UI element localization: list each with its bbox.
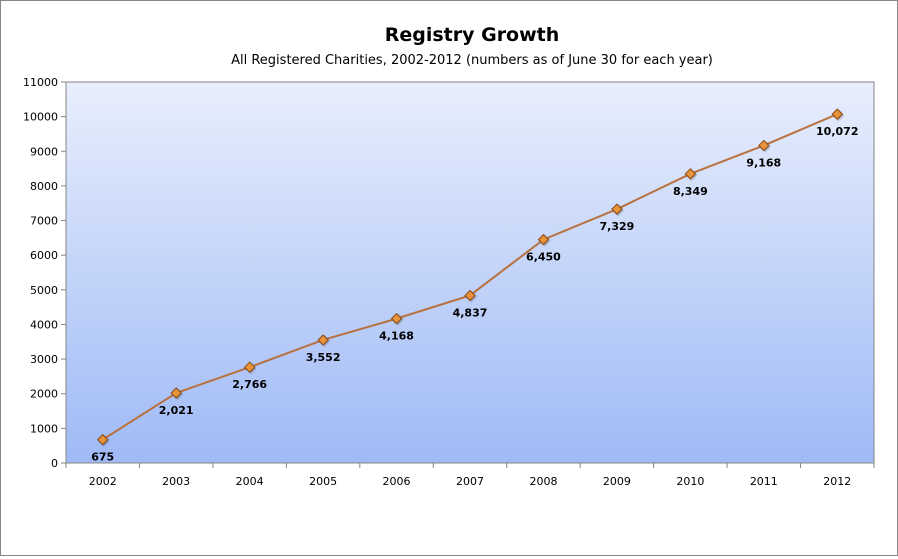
x-tick-label: 2010 (676, 475, 704, 488)
data-label: 2,021 (159, 404, 194, 417)
x-tick-label: 2008 (529, 475, 557, 488)
x-tick-label: 2011 (750, 475, 778, 488)
data-label: 10,072 (816, 125, 858, 138)
y-axis: 0 1000 2000 3000 4000 5000 6000 7000 8000 9000 100… (23, 76, 66, 470)
data-label: 3,552 (306, 351, 341, 364)
data-point-marker (243, 361, 256, 373)
x-tick-label: 2004 (236, 475, 264, 488)
y-tick-label: 4000 (30, 318, 58, 331)
chart-subtitle: All Registered Charities, 2002-2012 (num… (231, 53, 713, 68)
data-label: 6,450 (526, 251, 561, 264)
data-label: 8,349 (673, 185, 708, 198)
data-label: 4,168 (379, 330, 414, 343)
y-tick-label: 2000 (30, 388, 58, 401)
x-tick-label: 2002 (89, 475, 117, 488)
y-tick-label: 8000 (30, 180, 58, 193)
y-tick-label: 0 (51, 457, 58, 470)
x-tick-label: 2003 (162, 475, 190, 488)
series-layer: 675 2,021 2,766 3,552 4,168 4,837 6,450 7,329 8,… (91, 108, 858, 464)
y-tick-label: 6000 (30, 249, 58, 262)
data-label: 675 (91, 451, 114, 464)
x-tick-label: 2012 (823, 475, 851, 488)
data-point-marker (831, 108, 843, 120)
data-point-marker (317, 334, 329, 346)
data-point-marker (464, 289, 476, 302)
y-tick-label: 9000 (30, 145, 58, 158)
data-point-marker (97, 433, 109, 446)
y-tick-label: 11000 (23, 76, 58, 89)
chart-title: Registry Growth (385, 24, 560, 46)
data-label: 2,766 (232, 378, 267, 391)
data-point-marker (611, 203, 623, 215)
data-point-marker (758, 139, 770, 152)
y-tick-label: 3000 (30, 353, 58, 366)
data-label: 9,168 (746, 156, 781, 169)
x-axis: 2002 2003 2004 2005 2006 2007 2008 2009 2010 2011… (65, 463, 875, 488)
x-tick-label: 2007 (456, 475, 484, 488)
x-tick-label: 2006 (383, 475, 411, 488)
data-label: 4,837 (453, 306, 488, 319)
x-tick-label: 2005 (309, 475, 337, 488)
plot-area (65, 81, 875, 464)
data-point-marker (537, 233, 550, 246)
data-label: 7,329 (600, 220, 635, 233)
data-point-marker (390, 312, 403, 325)
y-tick-label: 10000 (23, 111, 58, 124)
data-point-marker (684, 168, 697, 180)
y-tick-label: 1000 (30, 422, 58, 435)
y-tick-label: 7000 (30, 215, 58, 228)
x-tick-label: 2009 (603, 475, 631, 488)
data-point-marker (170, 387, 182, 399)
y-tick-label: 5000 (30, 284, 58, 297)
